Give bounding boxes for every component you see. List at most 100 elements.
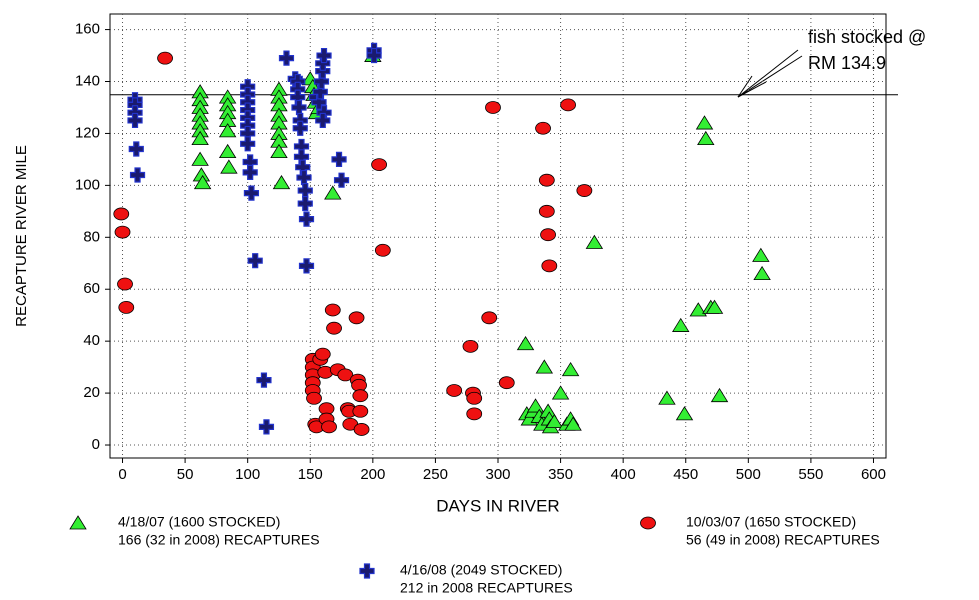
plot-frame: [109, 13, 887, 459]
cross-marker: [278, 50, 295, 66]
x-tick-label: 500: [736, 466, 761, 483]
legend-label: 10/03/07 (1650 STOCKED): [686, 514, 856, 530]
triangle-marker: [191, 151, 209, 166]
triangle-marker: [324, 185, 342, 200]
circle-marker: [113, 207, 130, 221]
circle-marker: [352, 389, 369, 403]
cross-marker: [247, 253, 263, 269]
cross-marker: [240, 136, 256, 152]
y-tick-label: 80: [83, 228, 100, 245]
annotation-arrow: [737, 75, 753, 98]
x-tick-label: 550: [798, 466, 823, 483]
triangle-marker: [193, 175, 212, 190]
triangle-marker: [218, 123, 237, 138]
circle-marker: [352, 404, 369, 418]
x-tick-label: 350: [548, 466, 573, 483]
circle-marker: [114, 225, 131, 239]
triangle-marker: [551, 385, 570, 400]
triangle-marker: [69, 515, 87, 530]
cross-marker: [298, 211, 315, 227]
triangle-marker: [658, 390, 676, 405]
annotation: fish stocked @: [808, 27, 926, 47]
circle-marker: [306, 391, 322, 405]
circle-marker: [353, 423, 370, 436]
triangle-marker: [672, 317, 690, 332]
triangle-marker: [218, 143, 237, 159]
triangle-marker: [710, 387, 729, 403]
circle-marker: [337, 368, 354, 382]
cross-marker: [359, 563, 375, 579]
x-tick-label: 50: [177, 466, 194, 483]
legend-label: 4/16/08 (2049 STOCKED): [400, 562, 562, 578]
y-tick-label: 60: [83, 280, 100, 297]
triangle-marker: [545, 413, 564, 429]
x-tick-label: 0: [118, 466, 126, 483]
triangle-marker: [191, 130, 209, 146]
circle-marker: [541, 259, 558, 273]
y-tick-label: 160: [75, 21, 100, 38]
y-tick-label: 40: [83, 332, 100, 349]
triangle-marker: [535, 359, 554, 374]
circle-marker: [560, 98, 576, 112]
cross-marker: [296, 169, 312, 186]
x-tick-label: 150: [298, 466, 323, 483]
circle-marker: [466, 391, 483, 405]
cross-marker: [315, 112, 331, 129]
circle-marker: [640, 516, 656, 530]
circle-marker: [117, 277, 133, 291]
cross-marker: [316, 47, 332, 64]
cross-marker: [242, 164, 258, 180]
cross-marker: [297, 195, 313, 212]
triangle-marker: [526, 398, 545, 413]
cross-marker: [128, 141, 144, 157]
cross-marker: [313, 73, 330, 90]
triangle-marker: [516, 335, 535, 351]
y-tick-label: 100: [75, 176, 100, 193]
triangle-marker: [697, 130, 715, 146]
triangle-marker: [689, 302, 707, 317]
y-tick-label: 20: [83, 384, 100, 401]
cross-marker: [366, 47, 382, 64]
circle-marker: [466, 407, 483, 421]
triangle-marker: [272, 175, 291, 190]
triangle-marker: [270, 143, 288, 159]
triangle-marker: [585, 234, 604, 249]
triangle-marker: [752, 247, 770, 262]
circle-marker: [485, 101, 501, 114]
triangle-marker: [705, 299, 724, 314]
y-tick-label: 120: [75, 124, 100, 141]
cross-marker: [292, 120, 308, 136]
triangle-marker: [753, 265, 771, 281]
annotation-arrow: [737, 49, 799, 98]
circle-marker: [324, 303, 341, 317]
x-tick-label: 250: [423, 466, 448, 483]
circle-marker: [462, 339, 479, 353]
circle-marker: [326, 321, 342, 335]
circle-marker: [481, 311, 498, 325]
circle-marker: [118, 301, 135, 314]
cross-marker: [129, 167, 146, 183]
cross-marker: [331, 151, 347, 168]
legend-note: 212 in 2008 RECAPTURES: [400, 580, 573, 596]
triangle-marker: [220, 159, 238, 174]
y-tick-label: 0: [92, 436, 100, 453]
legend-note: 166 (32 in 2008) RECAPTURES: [118, 532, 320, 548]
circle-marker: [540, 228, 556, 242]
y-axis-title: RECAPTURE RIVER MILE: [13, 145, 30, 327]
cross-marker: [258, 419, 275, 435]
x-tick-label: 200: [360, 466, 385, 483]
circle-marker: [348, 311, 365, 325]
x-tick-label: 600: [861, 466, 886, 483]
circle-marker: [371, 158, 387, 171]
x-tick-label: 300: [485, 466, 510, 483]
cross-marker: [127, 112, 143, 129]
circle-marker: [498, 376, 515, 390]
cross-marker: [298, 258, 315, 274]
circle-marker: [535, 121, 551, 135]
circle-marker: [576, 184, 593, 197]
legend-label: 4/18/07 (1600 STOCKED): [118, 514, 280, 530]
x-axis-title: DAYS IN RIVER: [436, 496, 559, 515]
triangle-marker: [675, 406, 694, 421]
